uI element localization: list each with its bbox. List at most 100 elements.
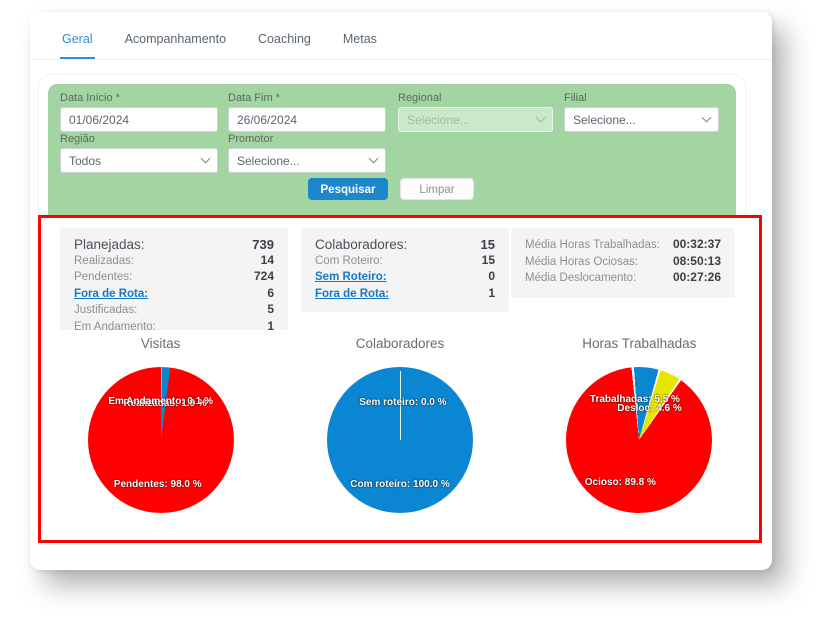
stat-value: 15 [481,252,495,267]
field-promotor: Promotor Selecione... [228,133,386,173]
stat-row: Justificadas: 5 [74,302,274,319]
stat-label: Média Deslocamento: [525,272,637,284]
results-section: Planejadas: 739 Realizadas: 14 Pendentes… [38,215,762,543]
visitas-pie [87,367,234,513]
tab-acompanhamento[interactable]: Acompanhamento [124,32,227,46]
charts-row: Visitas Realizadas: 1.9 % Em Andamento: … [41,336,759,513]
stat-value: 1 [267,318,274,333]
stat-value: 00:27:26 [672,270,721,284]
stat-value: 739 [252,237,274,252]
pie-slice-label: Desloc: 4.6 % [617,403,682,414]
filter-panel: Data Início * Data Fim * Regional Seleci… [48,84,736,224]
pie-slice-label: Trabalhadas: 5.5 % [589,394,680,405]
tab-geral[interactable]: Geral [60,28,95,59]
stat-row: Fora de Rota: 6 [74,286,274,303]
stat-label: Média Horas Ociosas: [525,255,639,268]
stat-label: Pendentes: [74,271,133,283]
chart-title: Horas Trabalhadas [582,336,697,351]
regional-select-value: Selecione... [407,112,470,127]
stat-row: Média Deslocamento: 00:27:26 [525,270,721,287]
stat-label: Em Andamento: [74,320,156,333]
tab-bar: Geral Acompanhamento Coaching Metas [30,12,772,60]
stat-value: 08:50:13 [672,253,721,268]
stat-value: 6 [267,285,274,300]
pie-slice-label: Pendentes: 98.0 % [113,479,202,490]
data-fim-input[interactable] [228,107,386,132]
promotor-select[interactable]: Selecione... [228,148,386,173]
stat-label: Colaboradores: [315,237,408,252]
medias-stats-panel: Média Horas Trabalhadas: 00:32:37 Média … [511,228,735,298]
fora-de-rota-link[interactable]: Fora de Rota: [315,287,390,300]
stat-value: 5 [267,302,274,316]
stat-row: Sem Roteiro: 0 [315,269,495,286]
stat-label: Com Roteiro: [315,254,383,267]
pie-slice-label: Em Andamento: 0.1 % [108,396,213,407]
colaboradores-pie-wrap: Sem roteiro: 0.0 % Com roteiro: 100.0 % [326,367,473,513]
data-inicio-label: Data Início * [60,92,120,104]
stat-value: 724 [253,269,274,283]
promotor-label: Promotor [228,133,274,145]
data-inicio-input[interactable] [60,107,218,132]
chart-title: Visitas [140,336,181,351]
pie-slice-divider [399,371,401,440]
horas-pie [566,367,713,513]
stat-row: Com Roteiro: 15 [315,253,495,270]
stat-value: 0 [488,269,495,283]
chart-title: Colaboradores [355,336,445,351]
stat-value: 15 [480,237,495,252]
stat-row: Em Andamento: 1 [74,319,274,336]
field-filial: Filial Selecione... [564,92,719,132]
horas-pie-wrap: Trabalhadas: 5.5 % Desloc: 4.6 % Ocioso:… [566,367,713,513]
pie-slice-label: Realizadas: 1.9 % [123,398,207,409]
pie-slice-label: Com roteiro: 100.0 % [350,479,450,490]
filial-label: Filial [564,92,587,104]
filial-select[interactable]: Selecione... [564,107,719,132]
stat-row: Pendentes: 724 [74,269,274,286]
stat-value: 00:32:37 [672,237,721,251]
visitas-chart: Visitas Realizadas: 1.9 % Em Andamento: … [41,336,280,513]
stat-row: Planejadas: 739 [74,237,274,253]
stat-row: Fora de Rota: 1 [315,286,495,303]
regiao-select-value: Todos [69,153,102,168]
dashboard-window: Geral Acompanhamento Coaching Metas Data… [30,12,772,570]
colaboradores-stats-panel: Colaboradores: 15 Com Roteiro: 15 Sem Ro… [301,228,509,312]
stat-label: Planejadas: [74,237,145,252]
visitas-pie-wrap: Realizadas: 1.9 % Em Andamento: 0.1 % Pe… [87,367,234,513]
stat-value: 14 [260,252,274,267]
pesquisar-button[interactable]: Pesquisar [308,178,388,200]
horas-trabalhadas-chart: Horas Trabalhadas Trabalhadas: 5.5 % Des… [520,336,759,513]
stat-row: Média Horas Ociosas: 08:50:13 [525,254,721,271]
fora-de-rota-link[interactable]: Fora de Rota: [74,287,149,300]
chevron-down-icon [701,112,712,123]
regional-label: Regional [398,92,442,104]
colaboradores-chart: Colaboradores Sem roteiro: 0.0 % Com rot… [280,336,519,513]
stat-row: Média Horas Trabalhadas: 00:32:37 [525,237,721,254]
regiao-label: Região [60,133,95,145]
tab-metas[interactable]: Metas [342,32,377,46]
sem-roteiro-link[interactable]: Sem Roteiro: [315,271,387,283]
field-data-fim: Data Fim * [228,92,386,132]
field-regiao: Região Todos [60,133,218,173]
filial-select-value: Selecione... [573,112,636,127]
stat-label: Realizadas: [74,254,135,267]
data-fim-label: Data Fim * [228,92,280,104]
pie-slice-label: Sem roteiro: 0.0 % [359,397,447,408]
limpar-button[interactable]: Limpar [400,178,474,200]
visitas-stats-panel: Planejadas: 739 Realizadas: 14 Pendentes… [60,228,288,333]
stat-label: Média Horas Trabalhadas: [525,239,660,251]
field-data-inicio: Data Início * [60,92,218,132]
tab-coaching[interactable]: Coaching [258,32,311,46]
chevron-down-icon [535,112,546,123]
pie-slice-label: Ocioso: 89.8 % [584,477,656,488]
stat-label: Justificadas: [74,304,138,316]
chevron-down-icon [368,153,379,164]
field-regional: Regional Selecione... [398,92,553,132]
chevron-down-icon [200,153,211,164]
regiao-select[interactable]: Todos [60,148,218,173]
promotor-select-value: Selecione... [237,153,300,168]
stat-row: Colaboradores: 15 [315,237,495,253]
stat-row: Realizadas: 14 [74,253,274,270]
regional-select: Selecione... [398,107,553,132]
filter-card: Data Início * Data Fim * Regional Seleci… [38,74,746,234]
stat-value: 1 [488,285,495,300]
